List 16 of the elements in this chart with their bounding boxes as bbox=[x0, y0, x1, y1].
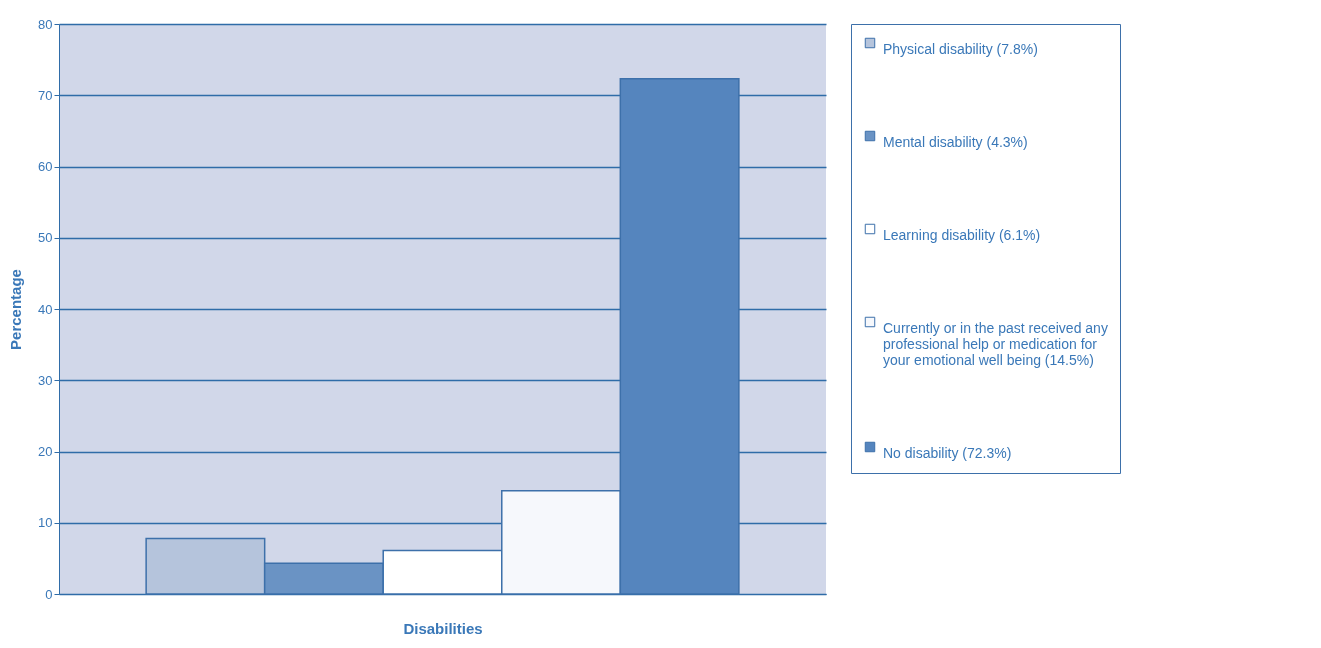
legend-label: Mental disability (4.3%) bbox=[883, 134, 1028, 150]
y-tick-label: 50 bbox=[38, 230, 53, 246]
legend-label: Physical disability (7.8%) bbox=[883, 41, 1038, 57]
y-tick-label: 0 bbox=[45, 586, 53, 602]
y-tick-label: 40 bbox=[38, 301, 53, 317]
y-tick-label: 30 bbox=[38, 372, 53, 388]
y-tick-label: 10 bbox=[38, 515, 53, 531]
legend-label: No disability (72.3%) bbox=[883, 445, 1012, 461]
y-tick-label: 80 bbox=[38, 16, 53, 32]
y-tick-label: 20 bbox=[38, 444, 53, 459]
legend-label: Currently or in the past received any professional help or medication for your emotional well being (14.5%) bbox=[883, 320, 1108, 368]
y-axis-title: Percentage bbox=[7, 269, 25, 350]
y-tick-label: 60 bbox=[38, 159, 53, 174]
legend-label: Learning disability (6.1%) bbox=[883, 227, 1041, 243]
y-tick-label: 70 bbox=[38, 87, 53, 103]
x-axis-title: Disabilities bbox=[403, 619, 483, 637]
